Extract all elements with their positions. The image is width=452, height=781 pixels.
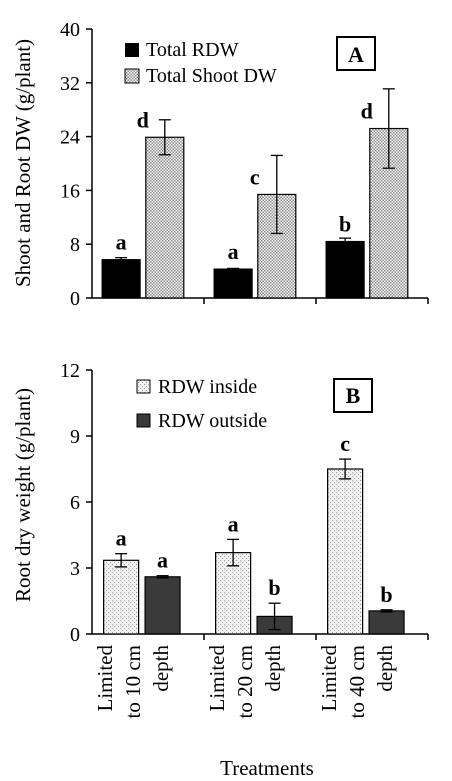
- panel-a-y-tick-label: 24: [60, 127, 80, 149]
- panel-b-y-tick-label: 12: [60, 360, 80, 382]
- panel-b-y-tick-label: 6: [70, 492, 80, 514]
- panel-a-bar-total-rdw: [213, 268, 253, 299]
- panel-b-marks: 0 3 6 9 12 a a a b c b: [60, 360, 429, 646]
- panel-a-marks: 0 8 16 24 32 40 a d a c b d: [60, 19, 429, 310]
- legend-swatch-total-rdw: [125, 43, 139, 57]
- panel-b-significance-letter: b: [380, 582, 392, 607]
- panel-b-box: B: [333, 378, 373, 413]
- panel-a-y-tick-label: 40: [60, 19, 80, 41]
- panel-b-y-tick-label: 3: [70, 558, 80, 580]
- panel-a-box: A: [336, 36, 376, 71]
- panel-b-significance-letter: c: [340, 431, 350, 456]
- treatment-label-line: to 40 cm: [345, 645, 369, 719]
- treatment-label-line: depth: [373, 645, 397, 692]
- panel-a-y-tick-label: 16: [60, 180, 80, 202]
- panel-a-bar-total-rdw: [325, 240, 365, 299]
- panel-a-significance-letter: a: [228, 239, 239, 264]
- panel-b-bar-rdw-outside: [144, 576, 181, 635]
- panel-a-significance-letter: a: [116, 230, 127, 255]
- treatment-label-line: depth: [149, 645, 173, 692]
- legend-label-rdw-outside: RDW outside: [158, 410, 267, 432]
- panel-b-significance-letter: a: [157, 548, 168, 573]
- treatment-label-line: to 20 cm: [233, 645, 257, 719]
- panel-b-letter: B: [346, 383, 361, 408]
- treatment-label-line: Limited: [205, 645, 229, 712]
- panel-b-y-axis-label: Root dry weight (g/plant): [11, 388, 35, 602]
- treatment-label-line: to 10 cm: [121, 645, 145, 719]
- panel-a-bar-total-shoot-dw: [145, 136, 185, 299]
- panel-b-bar-rdw-outside: [368, 610, 405, 635]
- legend-swatch-rdw-outside: [136, 413, 151, 428]
- panel-a-y-axis-label: Shoot and Root DW (g/plant): [11, 39, 35, 287]
- legend-label-rdw-inside: RDW inside: [158, 376, 257, 398]
- panel-b-y-tick-label: 9: [70, 426, 80, 448]
- x-axis-title: Treatments: [220, 756, 314, 780]
- panel-a-bar-total-rdw: [101, 259, 141, 299]
- treatment-label-line: Limited: [93, 645, 117, 712]
- treatment-label-line: depth: [261, 645, 285, 692]
- panel-b-bar-rdw-inside: [103, 559, 140, 635]
- panel-a-significance-letter: c: [250, 164, 260, 189]
- panel-a-y-tick-label: 0: [70, 288, 80, 310]
- panel-a-y-tick-label: 32: [60, 73, 80, 95]
- panel-a-letter: A: [348, 42, 364, 67]
- panel-b-y-tick-label: 0: [70, 624, 80, 646]
- panel-b-significance-letter: a: [228, 511, 239, 536]
- panel-b-legend: RDW inside RDW outside: [136, 376, 267, 432]
- panel-a-y-tick-label: 8: [70, 234, 80, 256]
- treatment-labels: Limited to 10 cm depth Limited to 20 cm depth…: [93, 645, 397, 719]
- panel-a-significance-letter: b: [339, 212, 351, 237]
- legend-label-total-shoot-dw: Total Shoot DW: [146, 65, 277, 87]
- panel-a-significance-letter: d: [137, 107, 149, 132]
- treatment-label-line: Limited: [317, 645, 341, 712]
- panel-a-significance-letter: d: [361, 99, 373, 124]
- legend-swatch-total-shoot-dw: [124, 68, 140, 84]
- panel-b-bar-rdw-inside: [327, 468, 364, 635]
- panel-b-significance-letter: a: [116, 526, 127, 551]
- panel-a-legend: Total RDW Total Shoot DW: [124, 39, 277, 87]
- panel-b-significance-letter: b: [268, 575, 280, 600]
- legend-swatch-rdw-inside: [136, 379, 151, 394]
- legend-label-total-rdw: Total RDW: [146, 39, 239, 61]
